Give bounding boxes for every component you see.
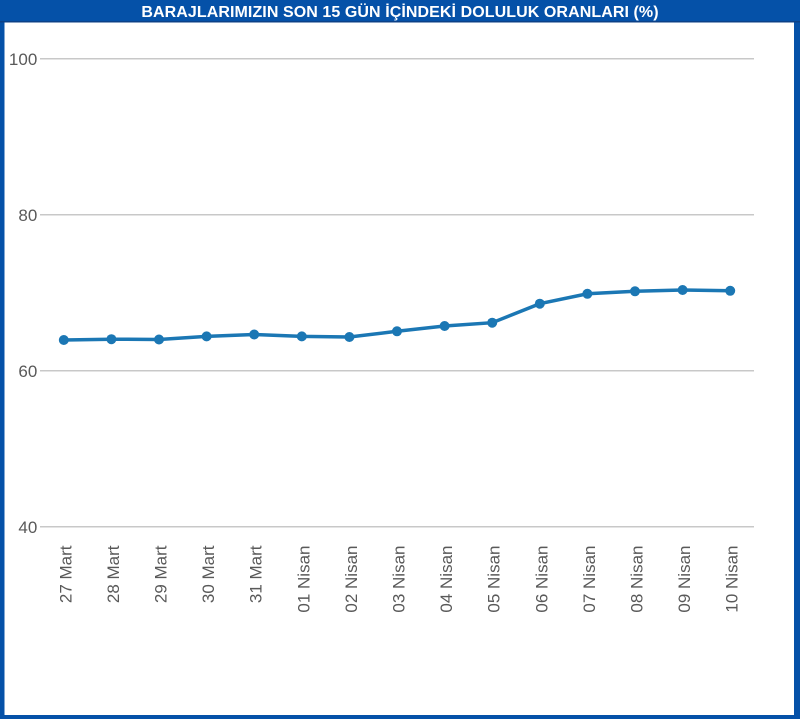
svg-text:07 Nisan: 07 Nisan (580, 546, 599, 613)
svg-text:100: 100 (9, 50, 37, 69)
svg-text:BARAJLARIMIZIN SON 15 GÜN İÇİN: BARAJLARIMIZIN SON 15 GÜN İÇİNDEKİ DOLUL… (141, 2, 658, 21)
svg-text:60: 60 (18, 362, 37, 381)
svg-text:31 Mart: 31 Mart (247, 545, 266, 603)
svg-text:09 Nisan: 09 Nisan (675, 546, 694, 613)
svg-text:05 Nisan: 05 Nisan (485, 546, 504, 613)
svg-text:06 Nisan: 06 Nisan (532, 546, 551, 613)
svg-text:28 Mart: 28 Mart (104, 545, 123, 603)
svg-text:80: 80 (18, 206, 37, 225)
svg-text:01 Nisan: 01 Nisan (294, 546, 313, 613)
svg-text:03 Nisan: 03 Nisan (390, 546, 409, 613)
svg-text:08 Nisan: 08 Nisan (628, 546, 647, 613)
svg-text:04 Nisan: 04 Nisan (437, 546, 456, 613)
svg-text:30 Mart: 30 Mart (199, 545, 218, 603)
svg-text:40: 40 (18, 518, 37, 537)
svg-text:02 Nisan: 02 Nisan (342, 546, 361, 613)
svg-text:29 Mart: 29 Mart (152, 545, 171, 603)
svg-text:27 Mart: 27 Mart (56, 545, 75, 603)
svg-text:10 Nisan: 10 Nisan (723, 546, 742, 613)
